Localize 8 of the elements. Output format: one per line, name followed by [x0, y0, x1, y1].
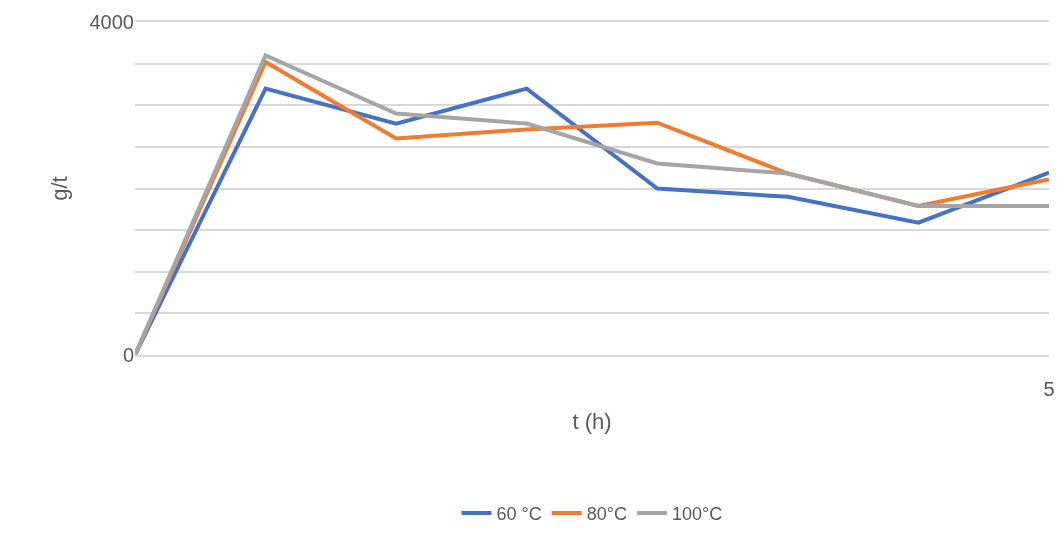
y-tick-label: 4000: [89, 11, 134, 33]
y-axis-title: g/t: [47, 176, 73, 201]
legend-label: 100°C: [671, 504, 723, 525]
legend-label: 80°C: [586, 504, 627, 525]
y-tick-label: 0: [122, 344, 134, 366]
legend-label: 60 °C: [496, 504, 542, 525]
x-tick-label: 5: [1043, 377, 1055, 400]
x-axis-title: t (h): [572, 409, 612, 435]
